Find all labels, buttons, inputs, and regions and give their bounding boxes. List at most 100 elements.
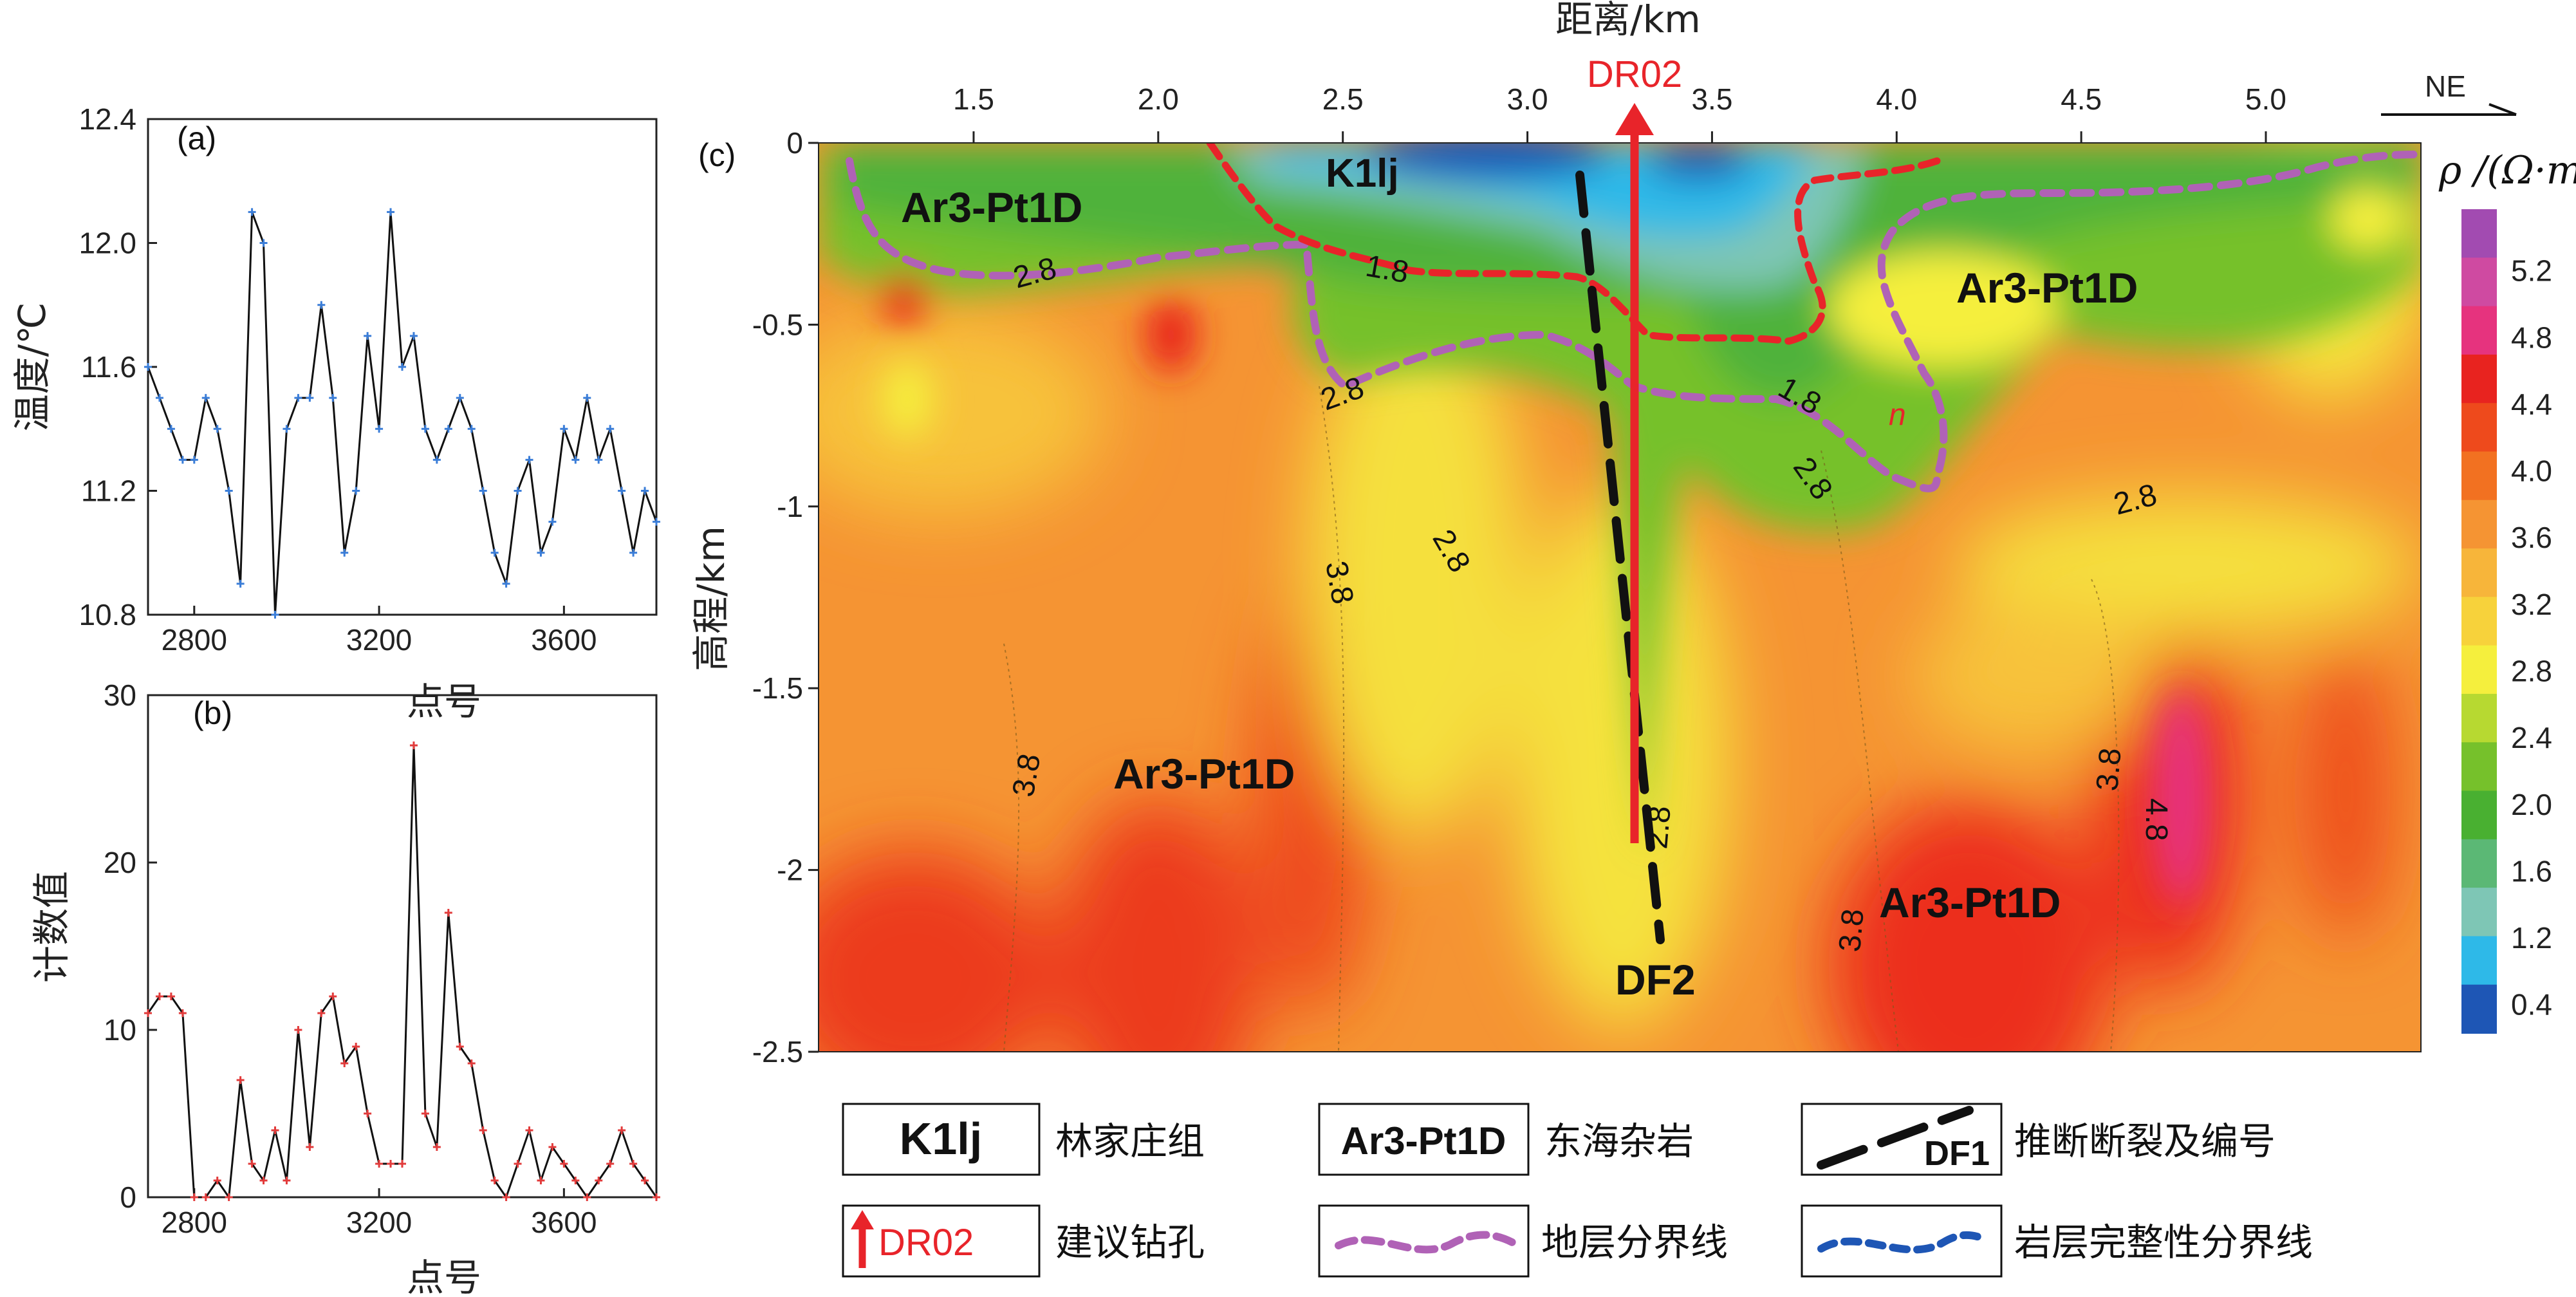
data-point: [467, 425, 476, 433]
contour-label: 3.8: [1319, 559, 1360, 607]
y-axis-label-c: 高程/km: [689, 526, 733, 671]
legend-symbol-ar3pt1d: Ar3-Pt1D: [1341, 1119, 1506, 1162]
series-line: [147, 211, 658, 615]
borehole-arrow-head: [1615, 103, 1654, 135]
data-point: [618, 1126, 626, 1134]
legend-label: 建议钻孔: [1055, 1220, 1205, 1264]
data-point: [364, 331, 372, 340]
colorbar-swatch: [2461, 936, 2497, 985]
contour-line: [1821, 450, 1899, 1052]
data-point: [618, 487, 626, 495]
data-point: [213, 425, 221, 433]
data-point: [375, 425, 384, 433]
data-point: [595, 456, 603, 464]
panel-label-a: (a): [177, 120, 216, 156]
data-point: [490, 548, 499, 557]
legend-swatch-box: [1318, 1103, 1530, 1176]
x-tick-label: 2.5: [1322, 82, 1364, 116]
data-point: [167, 993, 175, 1000]
data-point: [409, 331, 418, 340]
data-point: [294, 394, 302, 402]
data-point: [502, 579, 510, 588]
data-point: [560, 1160, 568, 1168]
legend-symbol-k1lj: K1lj: [900, 1114, 982, 1164]
resistivity-zone: [1364, 143, 1609, 180]
data-point: [595, 1177, 603, 1184]
contour-label: 2.8: [1640, 805, 1678, 850]
data-point: [259, 239, 268, 247]
y-tick-label: 12.4: [79, 102, 136, 136]
colorbar-tick-label: 2.4: [2511, 721, 2552, 754]
y-tick-label: 0: [786, 126, 803, 160]
x-axis-label-a: 点号: [407, 680, 481, 723]
data-point: [236, 1076, 245, 1084]
resistivity-zone: [2153, 689, 2210, 908]
y-axis-label-a: 温度/℃: [10, 303, 54, 432]
data-point: [248, 1160, 256, 1168]
data-point: [271, 1126, 279, 1134]
colorbar-title: ρ /(Ω·m): [2438, 148, 2576, 193]
colorbar-tick-label: 2.8: [2511, 655, 2552, 688]
colorbar-tick-label: 5.2: [2511, 254, 2552, 288]
resistivity-zone: [819, 850, 1055, 1052]
unit-label: Ar3-Pt1D: [1956, 264, 2138, 312]
legend-swatch-box: [842, 1204, 1041, 1278]
data-point: [259, 1177, 268, 1184]
colorbar: ρ /(Ω·m) 5.2 4.8 4.4 4.0 3.6 3.2 2.8 2.4 2.0 1.6 1…: [2438, 148, 2576, 1034]
contour-label: 3.8: [2090, 747, 2128, 792]
resistivity-zone: [1512, 489, 1731, 1030]
x-tick-label: 3.5: [1691, 82, 1732, 116]
data-point: [653, 518, 660, 526]
data-point: [432, 1143, 441, 1151]
legend-label: 地层分界线: [1541, 1220, 1728, 1264]
colorbar-swatch: [2461, 257, 2497, 307]
data-point: [144, 363, 152, 371]
data-point: [201, 1193, 210, 1201]
colorbar-swatch: [2461, 597, 2497, 646]
direction-indicator: NE: [2381, 70, 2517, 116]
colorbar-tick-label: 4.8: [2511, 321, 2552, 354]
data-point: [641, 1177, 649, 1184]
colorbar-swatch: [2461, 790, 2497, 840]
data-point: [340, 1059, 349, 1067]
data-point: [201, 394, 210, 402]
resistivity-zone: [2301, 644, 2391, 940]
data-point: [571, 456, 580, 464]
data-point: [329, 394, 337, 402]
y-tick-label: -1.5: [752, 671, 803, 705]
data-point: [502, 1193, 510, 1201]
fault-label: DF2: [1615, 956, 1696, 1003]
data-point: [444, 425, 452, 433]
x-tick-label: 4.0: [1876, 82, 1917, 116]
data-point: [548, 518, 557, 526]
data-point: [225, 1193, 233, 1201]
data-point: [398, 363, 406, 371]
colorbar-swatch: [2461, 354, 2497, 404]
colorbar-swatch: [2461, 645, 2497, 695]
data-point: [155, 394, 163, 402]
contour-label: 1.8: [1363, 249, 1411, 290]
data-point: [329, 993, 337, 1000]
data-point: [571, 1177, 580, 1184]
colorbar-swatch: [2461, 499, 2497, 550]
y-tick-label: 20: [104, 846, 136, 879]
borehole-label: DR02: [1587, 53, 1682, 95]
y-tick-label: 0: [120, 1180, 136, 1214]
x-tick-label: 2800: [162, 1206, 227, 1239]
direction-arrow-head: [2488, 103, 2517, 116]
data-point: [537, 1177, 545, 1184]
legend-borehole-head: [851, 1210, 874, 1229]
panel-label-b: (b): [193, 695, 232, 731]
x-tick-label: 3600: [531, 623, 597, 657]
resistivity-zone: [1647, 143, 1750, 180]
data-point: [398, 1160, 406, 1168]
integrity-boundary: [1206, 143, 1941, 345]
data-point: [560, 425, 568, 433]
resistivity-zone: [1911, 599, 2156, 753]
data-point: [306, 1143, 314, 1151]
resistivity-zone: [1956, 496, 2420, 637]
legend-label: 林家庄组: [1055, 1119, 1205, 1163]
colorbar-swatch: [2461, 693, 2497, 743]
contour-line: [1319, 386, 1345, 1052]
unit-label: Ar3-Pt1D: [1879, 879, 2061, 926]
